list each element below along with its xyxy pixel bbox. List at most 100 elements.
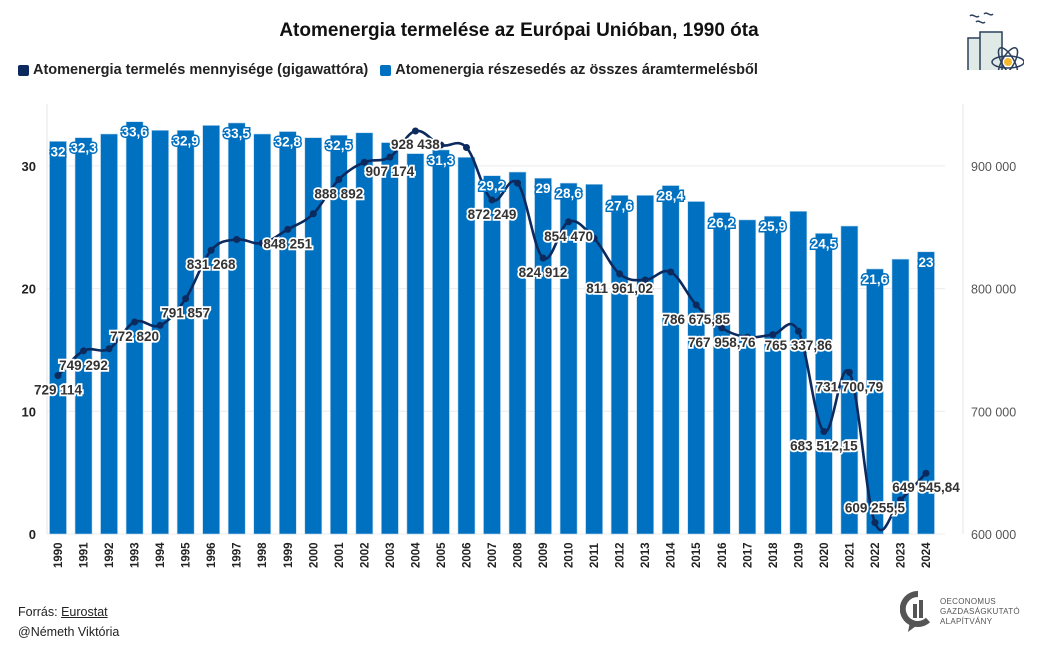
bar-data-label: 33,5 [224,126,251,141]
bar [176,130,195,535]
bar [49,141,67,535]
x-axis-tick-label: 2014 [666,542,678,568]
x-axis-tick-label: 1997 [232,542,244,568]
bar-data-label: 32,5 [326,138,353,153]
line-point [335,176,343,184]
legend-item-line[interactable]: Atomenergia termelés mennyisége (gigawat… [18,62,368,78]
bar-data-label: 29,2 [479,179,505,194]
x-axis-tick-label: 2016 [717,542,729,568]
bar [559,182,578,535]
right-axis-tick-label: 700 000 [971,405,1016,419]
x-axis-tick-label: 2013 [640,542,652,568]
line-point [80,347,88,355]
x-axis-tick-label: 2024 [921,542,933,568]
right-axis-tick-label: 600 000 [971,528,1016,542]
left-axis-tick-label: 0 [29,527,36,542]
bar-data-label: 21,6 [862,272,889,287]
x-axis-tick-label: 1991 [79,542,91,568]
x-axis-tick-label: 2006 [461,542,473,568]
bar [815,233,833,535]
x-axis-tick-label: 1998 [257,542,269,568]
line-data-label: 888 892 [314,187,363,202]
line-point [590,234,598,242]
line-point [284,225,292,233]
x-axis-tick-label: 2017 [742,542,754,568]
x-axis-tick-label: 2023 [895,542,907,568]
bar-data-label: 28,4 [658,189,685,204]
right-axis-tick-label: 900 000 [971,160,1016,174]
logo-text-2: GAZDASÁGKUTATÓ [940,607,1020,616]
legend-item-bar[interactable]: Atomenergia részesedés az összes áramter… [380,62,758,78]
source-link[interactable]: Eurostat [61,605,108,619]
nuclear-plant-icon [962,8,1025,77]
line-data-label: 824 912 [519,265,568,280]
bar [687,201,706,535]
line-point [667,268,675,276]
left-axis-tick-label: 30 [22,159,36,174]
bar-data-label: 26,2 [709,216,735,231]
bar-data-label: 27,6 [607,198,634,213]
line-point [233,236,241,244]
chart-title: Atomenergia termelése az Európai Unióban… [279,20,759,41]
bar [330,134,348,535]
line-point [896,496,904,504]
line-data-label: 765 337,86 [765,338,833,353]
line-point [105,345,113,353]
bar [381,142,399,535]
bar [457,157,476,535]
x-axis-tick-label: 2018 [768,542,780,568]
line-point [718,324,726,332]
x-axis-tick-label: 2022 [870,542,882,568]
line-point [488,196,496,204]
left-axis-tick-label: 10 [22,404,36,419]
line-point [386,153,394,161]
bar-data-label: 32,9 [173,133,199,148]
bar [508,171,527,535]
x-axis-tick-label: 2003 [385,542,397,568]
line-point [309,210,317,218]
bar [661,185,680,535]
left-axis-tick-label: 20 [22,282,36,297]
line-point [437,141,445,149]
line-data-label: 609 255,5 [845,501,906,516]
bar [151,130,169,535]
right-axis-tick-label: 800 000 [971,283,1016,297]
bar [789,210,808,535]
x-axis-tick-label: 1993 [130,542,142,568]
bar [712,212,731,535]
bar [304,137,323,535]
bar [227,122,246,535]
line-data-label: 749 292 [59,358,108,373]
line-point [360,158,368,166]
legend: Atomenergia termelés mennyisége (gigawat… [18,62,758,78]
bar [610,195,629,535]
line-point [641,276,649,284]
oeconomus-logo: OECONOMUS GAZDASÁGKUTATÓ ALAPÍTVÁNY [900,590,1020,634]
bar-data-label: 31,3 [428,153,455,168]
x-axis-tick-label: 2015 [691,542,703,568]
bar [100,133,118,535]
logo-text-1: OECONOMUS [940,597,997,606]
line-data-label: 791 857 [161,306,210,321]
line-data-label: 854 470 [544,229,593,244]
line-data-label: 872 249 [468,207,517,222]
line-point [156,321,164,329]
bar [278,131,297,535]
bar [866,268,884,535]
line-data-label: 928 438 [391,137,440,152]
line-point [258,239,266,247]
legend-label-line: Atomenergia termelés mennyisége (gigawat… [33,62,369,78]
bar [891,258,910,535]
line-data-label: 786 675,85 [662,312,730,327]
x-axis-tick-label: 2012 [615,542,627,568]
x-axis-tick-label: 1995 [181,542,193,568]
line-data-label: 767 958,76 [688,335,756,350]
bar [534,177,552,535]
line-point [922,469,930,477]
x-axis-tick-label: 2001 [334,542,346,568]
x-axis-tick-label: 2000 [308,542,320,568]
legend-label-bar: Atomenergia részesedés az összes áramter… [395,62,758,78]
bar-data-label: 28,6 [555,186,582,201]
